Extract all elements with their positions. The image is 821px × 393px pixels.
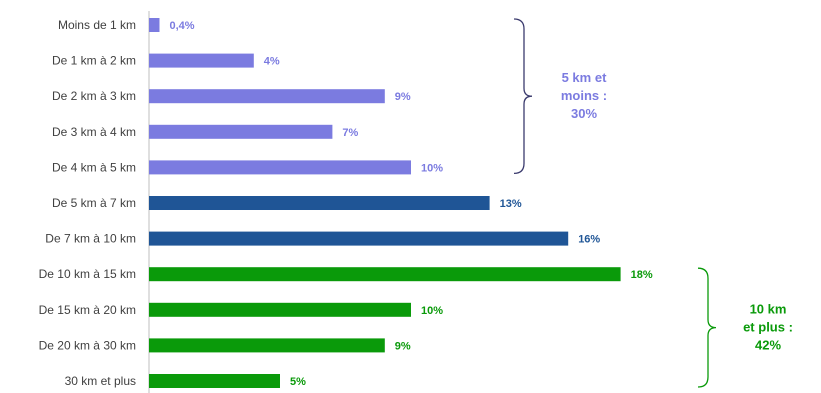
group-brace-1 [697,267,717,388]
bar-7 [149,267,621,282]
category-label-6: De 7 km à 10 km [45,232,136,246]
group-label-1-line-1: et plus : [743,320,793,335]
bar-10 [149,374,280,388]
value-label-2: 9% [395,91,411,103]
bar-3 [149,124,333,139]
bar-4 [149,160,411,175]
group-label-0-line-1: moins : [561,88,607,103]
category-labels-group: Moins de 1 km De 1 km à 2 km De 2 km à 3 k… [39,18,136,388]
category-label-1: De 1 km à 2 km [52,54,136,68]
value-label-3: 7% [342,127,358,139]
bar-8 [149,302,411,317]
group-brace-0 [513,18,533,175]
category-label-9: De 20 km à 30 km [39,338,136,352]
group-label-1-line-0: 10 km [750,302,787,317]
bar-9 [149,338,385,353]
value-label-9: 9% [395,340,411,352]
value-label-10: 5% [290,376,306,388]
category-label-3: De 3 km à 4 km [52,125,136,139]
value-label-7: 18% [631,269,653,281]
bar-2 [149,89,385,104]
group-label-0-line-0: 5 km et [562,70,607,85]
bars-group [149,18,621,388]
category-label-2: De 2 km à 3 km [52,89,136,103]
value-label-6: 16% [578,234,600,246]
category-label-0: Moins de 1 km [58,18,136,32]
group-annotations: 5 km et moins : 30% 10 km et plus : 42% [513,18,793,388]
value-labels-group: 0,4% 4% 9% 7% 10% 13% 16% 18% 10% 9% 5% [169,20,652,388]
value-label-8: 10% [421,305,443,317]
category-label-5: De 5 km à 7 km [52,196,136,210]
bar-0 [149,18,160,32]
value-label-5: 13% [500,198,522,210]
group-label-0-line-2: 30% [571,106,597,121]
category-label-8: De 15 km à 20 km [39,303,136,317]
value-label-0: 0,4% [169,20,194,32]
category-label-4: De 4 km à 5 km [52,160,136,174]
bar-5 [149,196,490,210]
bar-1 [149,53,254,68]
group-label-1-line-2: 42% [755,338,781,353]
value-label-4: 10% [421,162,443,174]
value-label-1: 4% [264,56,280,68]
category-label-7: De 10 km à 15 km [39,267,136,281]
category-label-10: 30 km et plus [65,374,136,388]
bar-6 [149,231,569,246]
